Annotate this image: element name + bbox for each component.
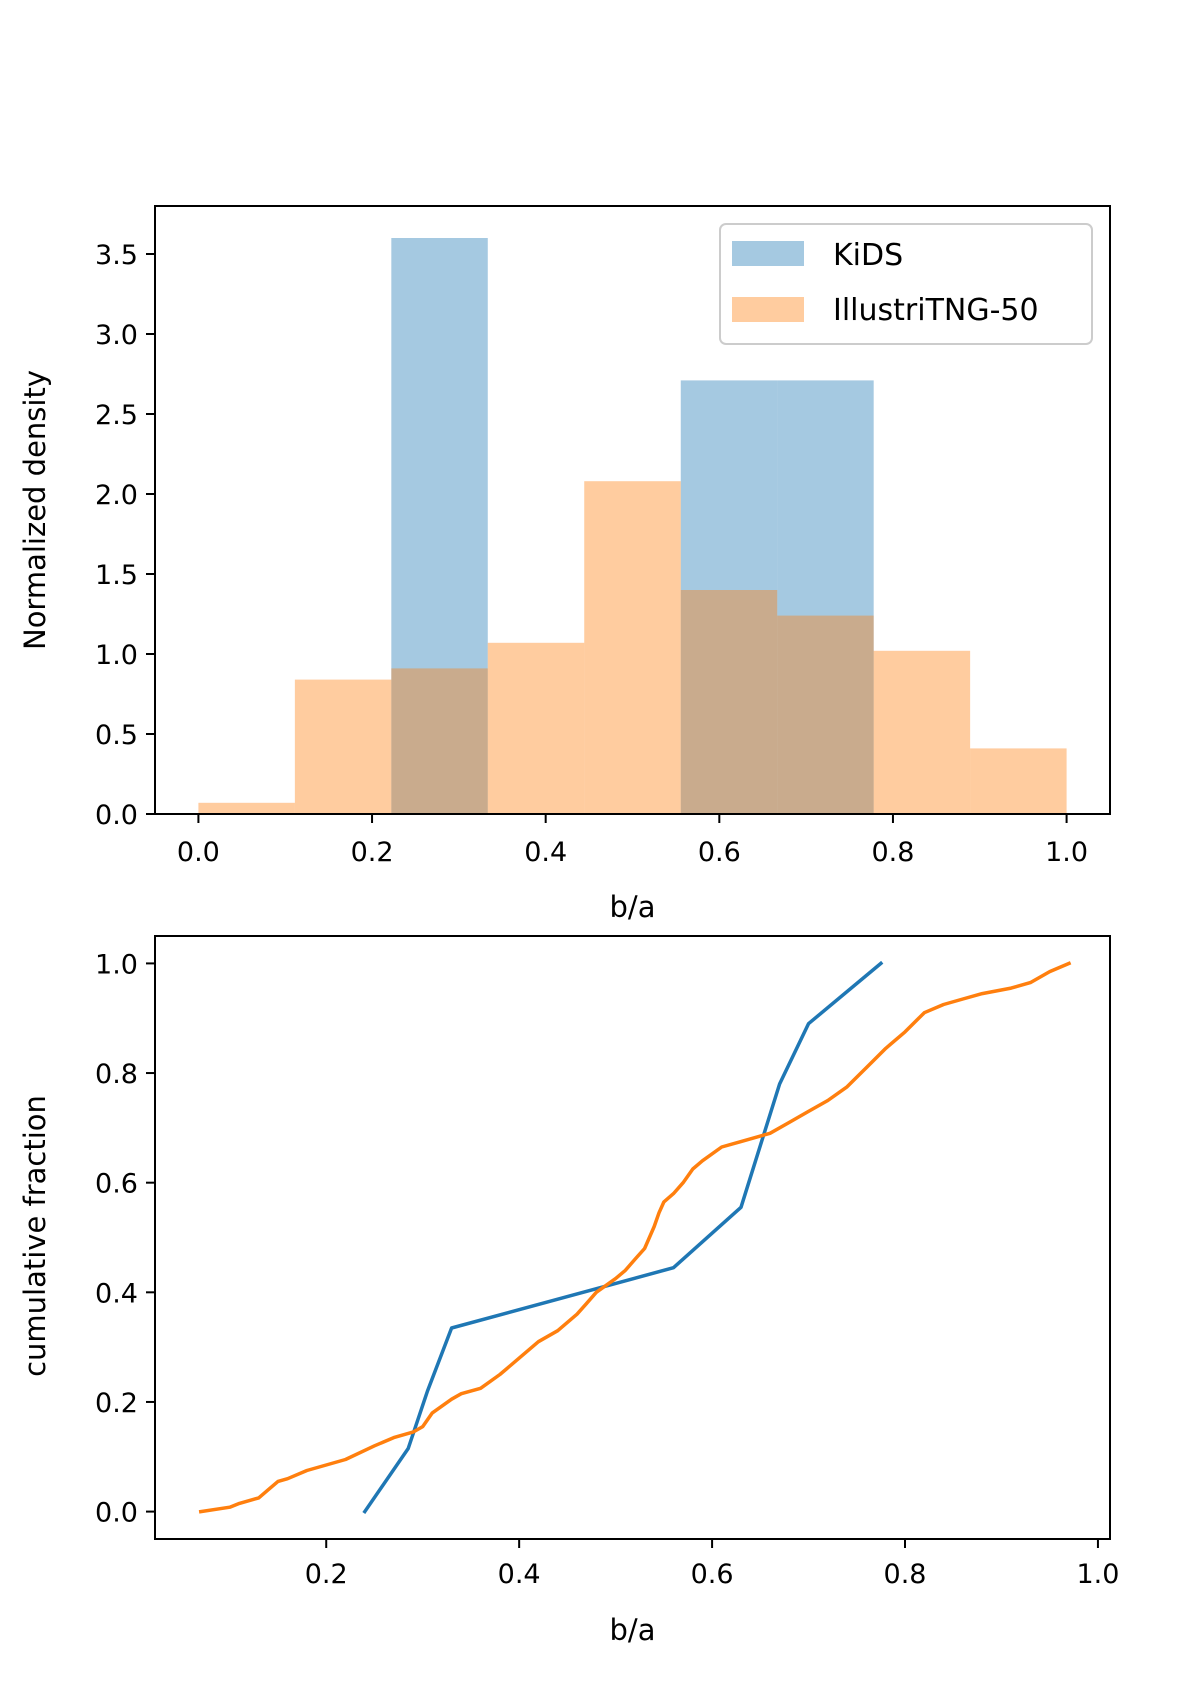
- histogram-y-tick-label: 0.5: [95, 720, 138, 751]
- cumulative-y-tick-label: 0.0: [95, 1498, 138, 1529]
- cumulative-x-axis-ticks: 0.2 0.4 0.6 0.8 1.0: [305, 1539, 1119, 1590]
- legend-swatch-illustristng-50: [732, 297, 804, 322]
- cumulative-x-tick-label: 0.6: [691, 1559, 734, 1590]
- cumulative-y-tick-label: 0.2: [95, 1388, 138, 1419]
- cumulative-y-axis-ticks: 0.0 0.2 0.4 0.6 0.8 1.0: [95, 949, 155, 1529]
- cumulative-y-tick-label: 0.8: [95, 1059, 138, 1090]
- bar-illustritng-50-4: [584, 481, 681, 814]
- bar-kids-1: [680, 380, 778, 814]
- cumulative-x-tick-label: 0.8: [884, 1559, 927, 1590]
- cumulative-x-tick-label: 0.2: [305, 1559, 348, 1590]
- histogram-x-tick-label: 0.2: [351, 837, 394, 868]
- histogram-x-axis-ticks: 0.0 0.2 0.4 0.6 0.8 1.0: [177, 814, 1088, 868]
- histogram-plot-frame: [154, 205, 1111, 815]
- cumulative-y-tick-label: 0.4: [95, 1278, 138, 1309]
- cumulative-x-tick-label: 1.0: [1076, 1559, 1119, 1590]
- histogram-x-tick-label: 0.8: [871, 837, 914, 868]
- legend-frame: [719, 223, 1093, 345]
- bar-illustritng-50-0: [198, 802, 295, 814]
- bar-illustritng-50-2: [391, 668, 488, 814]
- bar-illustritng-50-1: [294, 679, 392, 814]
- histogram-x-tick-label: 0.0: [177, 837, 220, 868]
- histogram-y-tick-label: 3.5: [95, 240, 138, 271]
- bar-illustritng-50-7: [873, 650, 971, 814]
- histogram-x-tick-label: 0.6: [698, 837, 741, 868]
- histogram-x-tick-label: 1.0: [1045, 837, 1088, 868]
- cdf-line-illustritng-50: [198, 961, 1072, 1514]
- cdf-line-kids: [362, 960, 884, 1515]
- cumulative-x-tick-label: 0.4: [498, 1559, 541, 1590]
- bar-illustritng-50-8: [970, 748, 1067, 814]
- bar-illustritng-50-3: [487, 642, 585, 814]
- cumulative-lines: [198, 960, 1072, 1515]
- cumulative-panel: 0.2 0.4 0.6 0.8 1.0 0.0 0.2 0.4 0.6 0.8 1.0 b/a c…: [18, 935, 1119, 1647]
- legend-label-kids: KiDS: [833, 238, 903, 273]
- legend-swatch-kids: [732, 241, 804, 266]
- cumulative-y-tick-label: 0.6: [95, 1169, 138, 1200]
- histogram-y-tick-label: 2.0: [95, 480, 138, 511]
- bar-kids-2: [777, 380, 874, 814]
- histogram-panel: 0.0 0.2 0.4 0.6 0.8 1.0 0.0 0.5 1.0 1.5 2.0 2.5 3.0…: [18, 205, 1111, 924]
- histogram-y-tick-label: 0.0: [95, 800, 138, 831]
- legend-label-illustristng-50: IllustriTNG-50: [833, 293, 1039, 328]
- histogram-y-tick-label: 1.0: [95, 640, 138, 671]
- bar-illustritng-50-5: [680, 590, 778, 814]
- histogram-y-tick-label: 1.5: [95, 560, 138, 591]
- histogram-bars: [198, 238, 1067, 814]
- histogram-x-axis-label: b/a: [610, 890, 656, 924]
- histogram-y-tick-label: 2.5: [95, 400, 138, 431]
- bar-kids-0: [391, 238, 488, 814]
- histogram-y-axis-label: Normalized density: [18, 370, 52, 650]
- histogram-y-axis-ticks: 0.0 0.5 1.0 1.5 2.0 2.5 3.0 3.5: [95, 240, 155, 831]
- cumulative-x-axis-label: b/a: [610, 1613, 656, 1647]
- bar-illustritng-50-6: [777, 615, 874, 814]
- histogram-y-tick-label: 3.0: [95, 320, 138, 351]
- cumulative-y-axis-label: cumulative fraction: [18, 1095, 52, 1377]
- cumulative-plot-frame: [154, 935, 1111, 1540]
- histogram-legend: KiDS IllustriTNG-50: [719, 223, 1093, 345]
- histogram-x-tick-label: 0.4: [524, 837, 567, 868]
- cumulative-y-tick-label: 1.0: [95, 949, 138, 980]
